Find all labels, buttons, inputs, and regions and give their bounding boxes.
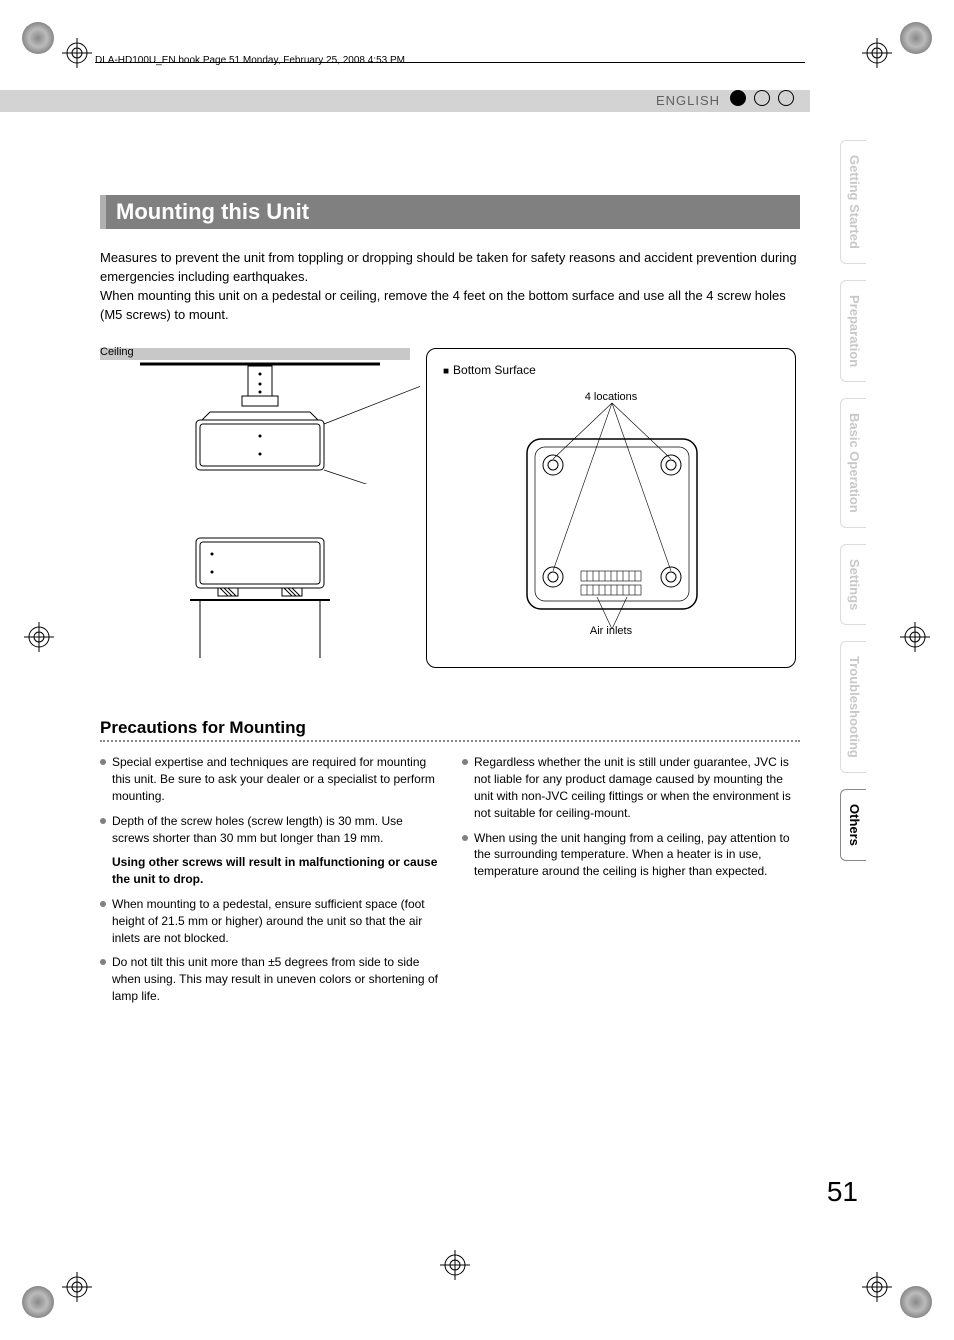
- air-inlets-label: Air inlets: [427, 625, 795, 637]
- lang-dot: [730, 90, 746, 106]
- bullet-item: Depth of the screw holes (screw length) …: [100, 813, 438, 847]
- bullet-icon: [100, 759, 106, 765]
- tab-others[interactable]: Others: [840, 789, 866, 861]
- precautions-heading: Precautions for Mounting: [100, 718, 800, 738]
- tab-getting-started[interactable]: Getting Started: [840, 140, 866, 264]
- section-title: Mounting this Unit: [100, 195, 800, 229]
- registration-mark: [862, 1272, 892, 1302]
- bullet-text: Depth of the screw holes (screw length) …: [112, 813, 438, 847]
- tab-preparation[interactable]: Preparation: [840, 280, 866, 382]
- registration-mark: [24, 622, 54, 652]
- bottom-surface-diagram: [427, 349, 797, 669]
- lang-dot: [754, 90, 770, 106]
- bullet-text: Do not tilt this unit more than ±5 degre…: [112, 954, 438, 1004]
- header-rule: [95, 62, 805, 63]
- bullet-icon: [462, 835, 468, 841]
- bullet-icon: [100, 959, 106, 965]
- crop-corner-circle: [900, 1286, 932, 1318]
- language-dots: [730, 90, 794, 106]
- precautions-left-col: Special expertise and techniques are req…: [100, 754, 438, 1012]
- registration-mark: [862, 38, 892, 68]
- bullet-item: Regardless whether the unit is still und…: [462, 754, 800, 821]
- bullet-text: Regardless whether the unit is still und…: [474, 754, 800, 821]
- dotted-rule: [100, 740, 800, 742]
- print-header: DLA-HD100U_EN.book Page 51 Monday, Febru…: [95, 55, 405, 66]
- intro-paragraph: Measures to prevent the unit from toppli…: [100, 249, 800, 324]
- tab-settings[interactable]: Settings: [840, 544, 866, 625]
- bullet-item: When using the unit hanging from a ceili…: [462, 830, 800, 880]
- crop-corner-circle: [900, 22, 932, 54]
- tab-troubleshooting[interactable]: Troubleshooting: [840, 641, 866, 773]
- lang-dot: [778, 90, 794, 106]
- registration-mark: [62, 38, 92, 68]
- bullet-text: Special expertise and techniques are req…: [112, 754, 438, 804]
- registration-mark: [900, 622, 930, 652]
- pedestal-diagram: [100, 528, 420, 668]
- language-label: ENGLISH: [656, 93, 720, 108]
- bullet-text: When using the unit hanging from a ceili…: [474, 830, 800, 880]
- page-number: 51: [827, 1176, 858, 1208]
- bullet-bold-note: Using other screws will result in malfun…: [112, 854, 438, 888]
- registration-mark: [62, 1272, 92, 1302]
- bottom-surface-box: Bottom Surface 4 locations: [426, 348, 796, 668]
- bullet-item: When mounting to a pedestal, ensure suff…: [100, 896, 438, 946]
- registration-mark: [440, 1250, 470, 1280]
- bullet-icon: [100, 818, 106, 824]
- page-content: Mounting this Unit Measures to prevent t…: [100, 195, 800, 1013]
- precautions-columns: Special expertise and techniques are req…: [100, 754, 800, 1012]
- precautions-right-col: Regardless whether the unit is still und…: [462, 754, 800, 1012]
- diagram-area: Ceiling: [100, 348, 800, 678]
- tab-basic-operation[interactable]: Basic Operation: [840, 398, 866, 528]
- bullet-icon: [100, 901, 106, 907]
- crop-corner-circle: [22, 22, 54, 54]
- crop-corner-circle: [22, 1286, 54, 1318]
- print-header-text: DLA-HD100U_EN.book Page 51 Monday, Febru…: [95, 55, 405, 66]
- bullet-icon: [462, 759, 468, 765]
- bullet-text: When mounting to a pedestal, ensure suff…: [112, 896, 438, 946]
- bullet-item: Special expertise and techniques are req…: [100, 754, 438, 804]
- side-tabs: Getting Started Preparation Basic Operat…: [840, 140, 866, 861]
- bullet-item: Do not tilt this unit more than ±5 degre…: [100, 954, 438, 1004]
- ceiling-mount-diagram: [100, 354, 420, 484]
